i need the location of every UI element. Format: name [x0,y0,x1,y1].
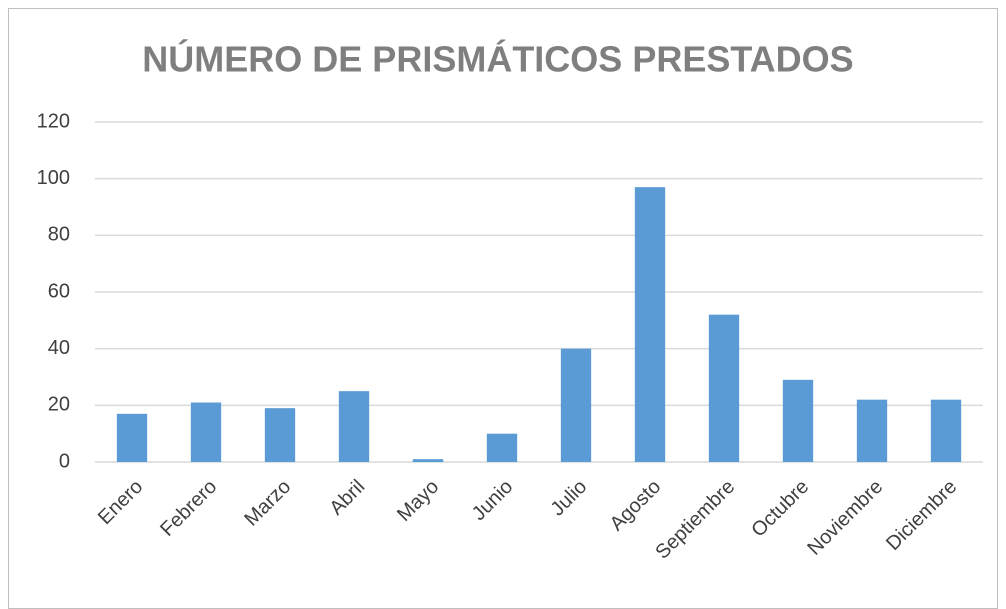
bar [634,187,666,462]
bar [412,459,444,462]
y-tick-label: 100 [37,167,70,189]
bar [264,408,296,462]
y-tick-label: 60 [48,280,70,302]
y-tick-label: 120 [37,110,70,132]
y-tick-label: 80 [48,224,70,246]
chart-title: NÚMERO DE PRISMÁTICOS PRESTADOS [142,38,853,80]
bar [560,348,592,462]
bar [116,413,148,462]
chart-frame [8,8,998,609]
bar [782,379,814,462]
y-tick-label: 20 [48,394,70,416]
bar [486,433,518,462]
y-tick-label: 40 [48,337,70,359]
y-tick-label: 0 [59,450,70,472]
bar [190,402,222,462]
bar [338,391,370,462]
bar [856,399,888,462]
bar [708,314,740,462]
bar [930,399,962,462]
